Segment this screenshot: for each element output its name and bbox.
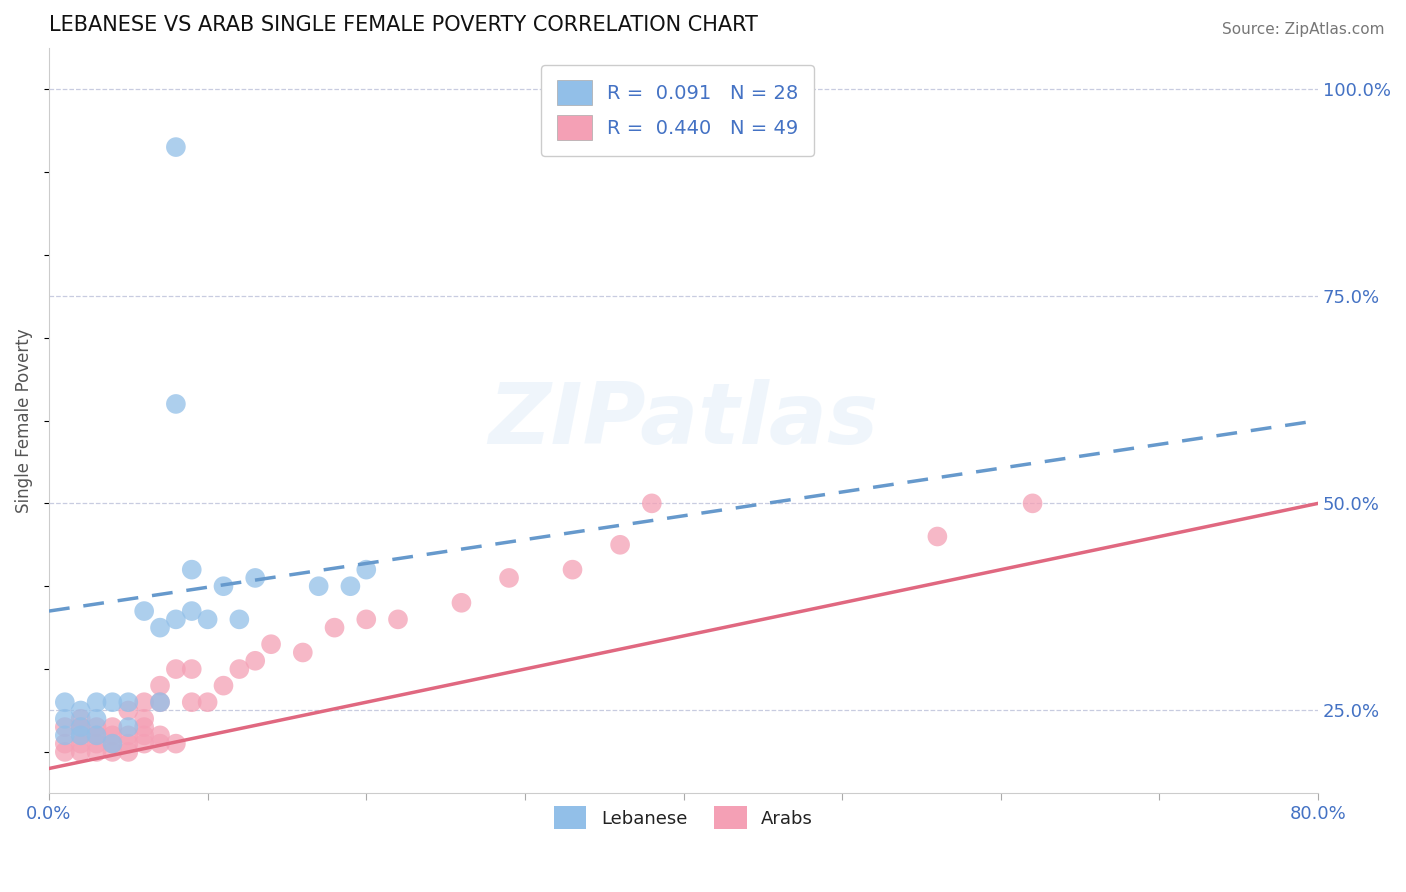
Point	[149, 737, 172, 751]
Point	[228, 612, 250, 626]
Point	[323, 621, 346, 635]
Point	[101, 745, 124, 759]
Point	[117, 737, 139, 751]
Point	[86, 695, 108, 709]
Point	[212, 579, 235, 593]
Point	[197, 612, 219, 626]
Point	[117, 720, 139, 734]
Point	[1021, 496, 1043, 510]
Point	[101, 720, 124, 734]
Point	[53, 745, 76, 759]
Point	[134, 604, 156, 618]
Point	[228, 662, 250, 676]
Point	[561, 563, 583, 577]
Text: LEBANESE VS ARAB SINGLE FEMALE POVERTY CORRELATION CHART: LEBANESE VS ARAB SINGLE FEMALE POVERTY C…	[49, 15, 758, 35]
Point	[101, 695, 124, 709]
Point	[86, 712, 108, 726]
Point	[609, 538, 631, 552]
Point	[197, 695, 219, 709]
Point	[134, 712, 156, 726]
Point	[180, 604, 202, 618]
Point	[356, 612, 378, 626]
Point	[291, 645, 314, 659]
Point	[149, 679, 172, 693]
Text: ZIPatlas: ZIPatlas	[488, 379, 879, 462]
Point	[134, 737, 156, 751]
Point	[86, 737, 108, 751]
Point	[86, 728, 108, 742]
Point	[69, 728, 91, 742]
Point	[387, 612, 409, 626]
Point	[149, 695, 172, 709]
Point	[53, 712, 76, 726]
Point	[101, 728, 124, 742]
Point	[53, 695, 76, 709]
Y-axis label: Single Female Poverty: Single Female Poverty	[15, 328, 32, 513]
Point	[245, 571, 267, 585]
Point	[134, 695, 156, 709]
Point	[356, 563, 378, 577]
Point	[245, 654, 267, 668]
Point	[165, 140, 187, 154]
Point	[180, 695, 202, 709]
Point	[308, 579, 330, 593]
Point	[149, 621, 172, 635]
Point	[69, 704, 91, 718]
Point	[53, 737, 76, 751]
Point	[53, 728, 76, 742]
Point	[101, 737, 124, 751]
Point	[86, 720, 108, 734]
Point	[69, 737, 91, 751]
Point	[86, 728, 108, 742]
Point	[69, 745, 91, 759]
Point	[117, 704, 139, 718]
Point	[165, 397, 187, 411]
Point	[69, 720, 91, 734]
Legend: Lebanese, Arabs: Lebanese, Arabs	[547, 799, 820, 837]
Point	[339, 579, 361, 593]
Point	[69, 712, 91, 726]
Point	[450, 596, 472, 610]
Point	[69, 720, 91, 734]
Point	[86, 745, 108, 759]
Point	[212, 679, 235, 693]
Point	[117, 728, 139, 742]
Point	[69, 728, 91, 742]
Point	[641, 496, 664, 510]
Point	[117, 695, 139, 709]
Point	[149, 728, 172, 742]
Point	[53, 720, 76, 734]
Text: Source: ZipAtlas.com: Source: ZipAtlas.com	[1222, 22, 1385, 37]
Point	[260, 637, 283, 651]
Point	[180, 563, 202, 577]
Point	[498, 571, 520, 585]
Point	[165, 737, 187, 751]
Point	[165, 612, 187, 626]
Point	[180, 662, 202, 676]
Point	[149, 695, 172, 709]
Point	[101, 737, 124, 751]
Point	[134, 720, 156, 734]
Point	[134, 728, 156, 742]
Point	[117, 745, 139, 759]
Point	[165, 662, 187, 676]
Point	[927, 529, 949, 543]
